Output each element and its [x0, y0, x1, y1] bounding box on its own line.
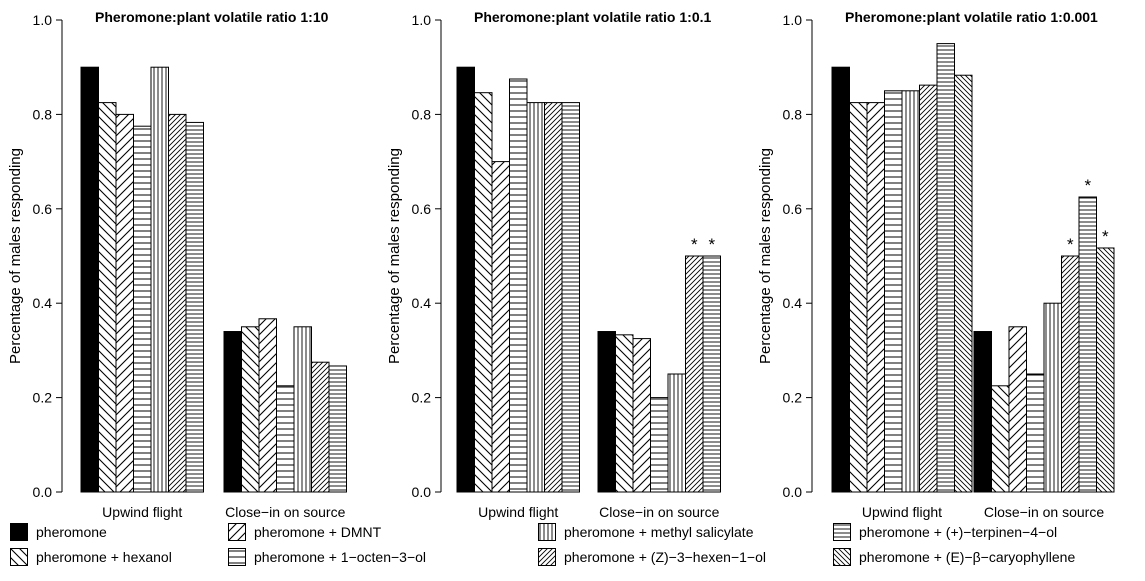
bar — [615, 334, 634, 493]
y-tick-label: 0.0 — [33, 484, 53, 500]
bar — [276, 385, 295, 493]
bar — [685, 255, 704, 493]
y-tick-label: 0.2 — [783, 390, 803, 406]
bar — [258, 318, 277, 493]
chart-title: Pheromone:plant volatile ratio 1:0.001 — [845, 9, 1098, 25]
bar — [241, 326, 260, 493]
bar — [1043, 302, 1062, 493]
bar — [328, 365, 347, 493]
bar — [526, 102, 545, 493]
y-tick-label: 0.2 — [33, 390, 53, 406]
y-tick-label: 0.8 — [33, 106, 53, 122]
bar — [1061, 255, 1080, 493]
y-tick-label: 0.8 — [412, 106, 432, 122]
bar — [901, 90, 920, 493]
y-tick-label: 0.4 — [783, 295, 803, 311]
x-category-label: Upwind flight — [478, 504, 558, 520]
y-tick-label: 0.0 — [783, 484, 803, 500]
y-tick-label: 0.4 — [412, 295, 432, 311]
significance-marker: * — [691, 235, 698, 254]
bar — [849, 102, 868, 493]
significance-marker: * — [1067, 235, 1074, 254]
y-tick-label: 0.6 — [783, 201, 803, 217]
bar — [509, 78, 528, 493]
bar — [561, 102, 580, 493]
x-category-label: Close−in on source — [599, 504, 719, 520]
bar — [667, 373, 686, 493]
chart-panel-3: 0.0 0.2 0.4 0.6 0.8 1.0 Percentage of males re… — [757, 9, 1115, 520]
bar — [474, 92, 493, 493]
bar — [98, 102, 117, 493]
bar — [80, 66, 99, 493]
chart-panels: 0.0 0.2 0.4 0.6 0.8 1.0 Percentage of males re… — [7, 9, 1115, 520]
bar — [115, 113, 134, 493]
bar — [150, 66, 169, 493]
chart-title: Pheromone:plant volatile ratio 1:10 — [95, 9, 329, 25]
y-axis-label: Percentage of males responding — [7, 148, 24, 364]
y-tick-label: 0.6 — [33, 201, 53, 217]
bar — [650, 397, 669, 493]
bar — [702, 255, 721, 493]
bar — [133, 125, 152, 493]
bar — [1008, 326, 1027, 493]
bar — [1078, 196, 1097, 493]
chart-panel-1: 0.0 0.2 0.4 0.6 0.8 1.0 Percentage of males re… — [7, 9, 347, 520]
bar — [991, 385, 1010, 493]
y-tick-label: 0.8 — [783, 106, 803, 122]
y-tick-label: 0.6 — [412, 201, 432, 217]
bar — [311, 361, 330, 493]
bar — [866, 102, 885, 493]
x-category-label: Upwind flight — [102, 504, 182, 520]
bar — [1096, 247, 1115, 493]
bar — [544, 102, 563, 493]
bar — [456, 66, 475, 493]
bar — [168, 113, 187, 493]
y-axis-label: Percentage of males responding — [386, 148, 403, 364]
bar — [223, 331, 242, 493]
bar — [884, 90, 903, 493]
bar — [973, 331, 992, 493]
bar — [491, 161, 510, 493]
x-category-label: Upwind flight — [862, 504, 942, 520]
significance-marker: * — [1084, 176, 1091, 195]
bar — [597, 331, 616, 493]
bar — [919, 84, 938, 493]
y-axis-label: Percentage of males responding — [757, 148, 774, 364]
y-tick-label: 0.0 — [412, 484, 432, 500]
bar — [936, 43, 955, 493]
bar — [954, 74, 973, 493]
bar — [632, 338, 651, 493]
y-tick-label: 1.0 — [783, 12, 803, 28]
chart-panel-2: 0.0 0.2 0.4 0.6 0.8 1.0 Percentage of males re… — [386, 9, 721, 520]
y-tick-label: 1.0 — [412, 12, 432, 28]
y-tick-label: 1.0 — [33, 12, 53, 28]
x-category-label: Close−in on source — [984, 504, 1104, 520]
chart-title: Pheromone:plant volatile ratio 1:0.1 — [474, 9, 711, 25]
significance-marker: * — [708, 235, 715, 254]
bar — [293, 326, 312, 493]
y-tick-label: 0.2 — [412, 390, 432, 406]
bar — [185, 121, 204, 493]
x-category-label: Close−in on source — [225, 504, 345, 520]
bar — [831, 66, 850, 493]
y-tick-label: 0.4 — [33, 295, 53, 311]
bar — [1026, 373, 1045, 493]
significance-marker: * — [1102, 227, 1109, 246]
